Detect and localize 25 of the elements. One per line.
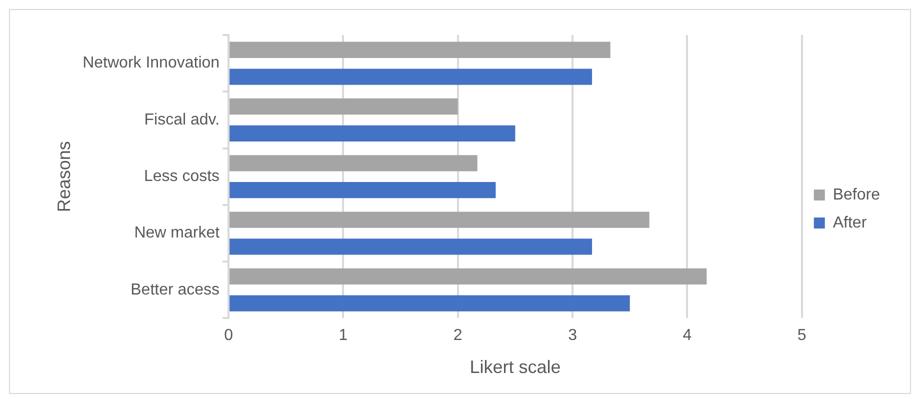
y-tick-label: New market	[134, 224, 220, 242]
legend-label: After	[832, 214, 868, 232]
x-tick-label: 2	[453, 327, 462, 344]
bar	[230, 125, 516, 142]
x-tick-label: 4	[682, 327, 692, 344]
bar	[230, 42, 610, 58]
bar	[230, 238, 592, 255]
bar	[230, 212, 650, 228]
bar	[230, 182, 496, 198]
y-tick-label: Better acess	[130, 281, 220, 298]
x-axis-title: Likert scale	[470, 357, 561, 378]
y-tick-label: Network Innovation	[82, 54, 220, 72]
bar	[230, 98, 458, 115]
x-tick-label: 1	[338, 327, 348, 344]
x-tick-label: 5	[797, 327, 806, 344]
y-tick-label: Fiscal adv.	[144, 111, 220, 128]
bar	[230, 268, 707, 284]
legend-label: Before	[832, 186, 880, 204]
bar	[230, 155, 478, 172]
y-tick-label: Less costs	[144, 168, 220, 186]
y-axis-title: Reasons	[54, 141, 74, 212]
bar	[230, 295, 630, 312]
x-tick-label: 0	[224, 327, 234, 344]
x-tick-label: 3	[568, 327, 578, 344]
bar	[230, 68, 592, 85]
